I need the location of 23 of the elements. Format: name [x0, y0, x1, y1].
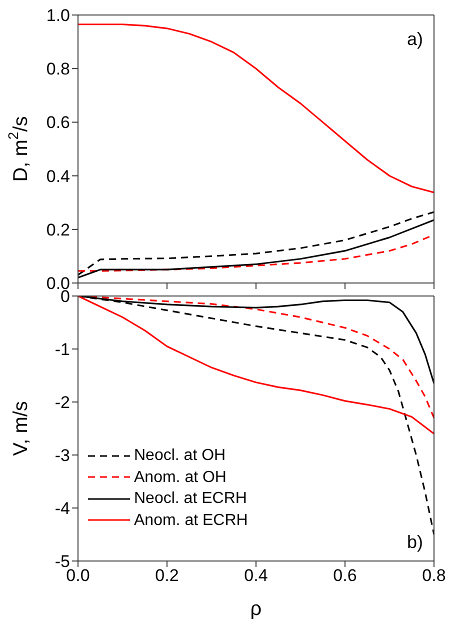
legend-label: Anom. at ECRH	[134, 510, 248, 530]
y-tick-label: 1.0	[46, 6, 70, 26]
legend-label: Anom. at OH	[134, 468, 226, 488]
y-tick-label: 0.4	[46, 166, 70, 186]
line-series	[78, 24, 434, 194]
x-axis-title: ρ	[250, 598, 262, 619]
x-tick-label: 0.2	[155, 566, 179, 586]
x-tick-label: 0.4	[244, 566, 268, 586]
x-tick-label: 0.6	[333, 566, 357, 586]
legend-label: Neocl. at ECRH	[134, 489, 247, 509]
legend-label: Neocl. at OH	[134, 446, 226, 466]
annotation: a)	[406, 29, 423, 50]
y-tick-label: 0.6	[46, 113, 70, 132]
y-tick-label: 0.2	[46, 220, 70, 240]
y-axis-title: V, m/s	[10, 401, 32, 456]
y-tick-label: -3	[54, 446, 70, 466]
y-tick-label: -2	[54, 393, 70, 412]
annotation: b)	[406, 532, 423, 553]
y-tick-label: 0.8	[46, 60, 70, 79]
x-tick-label: 0.8	[422, 566, 446, 586]
y-tick-label: -1	[54, 340, 70, 360]
y-tick-label: -4	[54, 499, 70, 518]
line-series	[78, 211, 434, 276]
